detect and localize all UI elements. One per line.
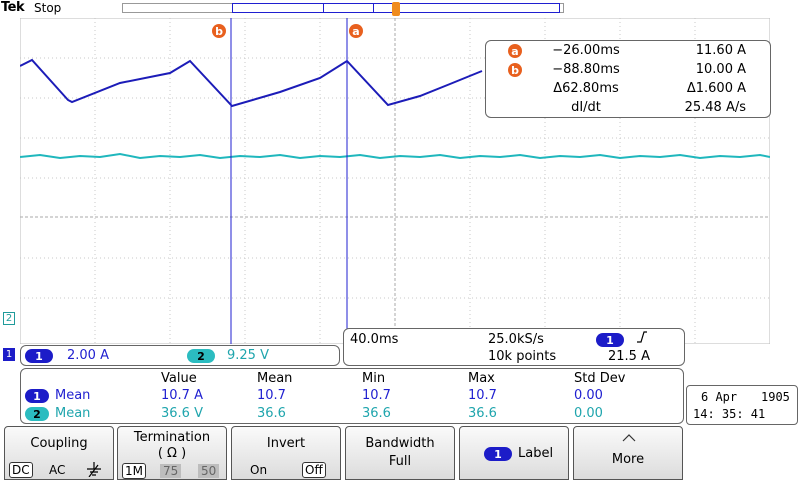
- ch1-badge[interactable]: 1: [25, 349, 53, 363]
- more-button[interactable]: More: [573, 426, 683, 480]
- channel-scale-panel: 1 2.00 A 2 9.25 V: [20, 345, 340, 366]
- meas-header-mean: Mean: [257, 371, 293, 386]
- bandwidth-value: Full: [388, 454, 412, 469]
- timebase-panel: 40.0ms 25.0kS/s 10k points 1 21.5 A: [343, 328, 685, 366]
- meas-row2-min: 36.6: [362, 406, 391, 421]
- ch2-badge[interactable]: 2: [187, 349, 215, 363]
- meas-header-min: Min: [362, 371, 386, 386]
- ch2-ground-marker[interactable]: 2: [3, 312, 15, 325]
- bandwidth-label: Bandwidth: [365, 436, 435, 451]
- meas-row2-ch-badge: 2: [25, 407, 49, 421]
- date: 6 Apr: [701, 390, 738, 404]
- meas-row1-value: 10.7 A: [161, 388, 203, 403]
- cursor-delta-value: Δ1.600 A: [686, 81, 746, 96]
- time-scale: 40.0ms: [350, 332, 399, 347]
- ground-icon[interactable]: [85, 461, 103, 480]
- datetime-panel: 6 Apr 1905 14: 35: 41: [686, 385, 798, 425]
- cursor-a-marker[interactable]: a: [349, 24, 363, 38]
- record-view-tick: [323, 4, 324, 12]
- meas-row1-stddev: 0.00: [574, 388, 603, 403]
- bandwidth-button[interactable]: Bandwidth Full: [345, 426, 455, 480]
- acquisition-state: Stop: [34, 1, 62, 15]
- meas-row2-value: 36.6 V: [161, 406, 203, 421]
- cursor-rate-label: dI/dt: [571, 100, 601, 115]
- ch1-scale: 2.00 A: [67, 348, 109, 363]
- time: 14: 35: 41: [693, 407, 766, 421]
- meas-header-stddev: Std Dev: [574, 371, 626, 386]
- ch1-ground-marker[interactable]: 1: [3, 348, 15, 361]
- trigger-level: 21.5 A: [608, 349, 650, 364]
- cursor-a-badge: a: [508, 44, 522, 58]
- meas-row2-max: 36.6: [468, 406, 497, 421]
- cursor-b-value: 10.00 A: [695, 62, 746, 77]
- coupling-button[interactable]: Coupling DC AC: [4, 426, 114, 480]
- invert-on-option[interactable]: On: [250, 463, 268, 477]
- label-text: Label: [518, 446, 554, 461]
- meas-row2-mean: 36.6: [257, 406, 286, 421]
- termination-75-option[interactable]: 75: [160, 464, 182, 478]
- meas-row1-ch-badge: 1: [25, 389, 49, 403]
- ch2-trace: [20, 152, 770, 160]
- meas-header-value: Value: [161, 371, 197, 386]
- cursor-b-time: −88.80ms: [552, 62, 620, 77]
- termination-button[interactable]: Termination ( Ω ) 1M 75 50: [117, 426, 227, 480]
- more-label: More: [611, 452, 645, 467]
- invert-button[interactable]: Invert On Off: [231, 426, 341, 480]
- trigger-position-icon[interactable]: [392, 2, 400, 16]
- cursor-delta-time: Δ62.80ms: [553, 81, 619, 96]
- label-button[interactable]: 1 Label: [459, 426, 569, 480]
- meas-row1-min: 10.7: [362, 388, 391, 403]
- coupling-dc-option[interactable]: DC: [9, 462, 33, 478]
- invert-off-option[interactable]: Off: [302, 462, 326, 478]
- rising-edge-icon: [636, 330, 648, 348]
- trigger-source-badge: 1: [596, 333, 624, 347]
- termination-unit: ( Ω ): [157, 446, 187, 461]
- coupling-label: Coupling: [30, 436, 88, 451]
- termination-1m-option[interactable]: 1M: [122, 463, 146, 479]
- sample-rate: 25.0kS/s: [488, 332, 544, 347]
- record-length: 10k points: [488, 349, 557, 364]
- coupling-ac-option[interactable]: AC: [49, 463, 66, 477]
- invert-label: Invert: [266, 436, 306, 451]
- cursor-readout: a −26.00ms 11.60 A b −88.80ms 10.00 A Δ6…: [485, 40, 771, 118]
- meas-row2-name: Mean: [55, 406, 91, 421]
- meas-row1-name: Mean: [55, 388, 91, 403]
- cursor-a-value: 11.60 A: [695, 43, 746, 58]
- brand-logo: Tek: [1, 0, 25, 15]
- ch2-scale: 9.25 V: [227, 348, 269, 363]
- ch1-trace: [20, 58, 483, 108]
- cursor-b-marker[interactable]: b: [212, 24, 226, 38]
- termination-label: Termination: [133, 430, 211, 445]
- meas-header-max: Max: [468, 371, 495, 386]
- termination-50-option[interactable]: 50: [198, 464, 220, 478]
- meas-row1-mean: 10.7: [257, 388, 286, 403]
- cursor-rate-value: 25.48 A/s: [684, 100, 746, 115]
- more-arrow-icon: [622, 432, 636, 447]
- record-view-tick: [373, 4, 374, 12]
- meas-row2-stddev: 0.00: [574, 406, 603, 421]
- cursor-a-time: −26.00ms: [552, 43, 620, 58]
- measurement-panel: Value Mean Min Max Std Dev 1 Mean 10.7 A…: [20, 368, 684, 424]
- meas-row1-max: 10.7: [468, 388, 497, 403]
- cursor-b-badge: b: [508, 63, 522, 77]
- label-ch-badge: 1: [484, 447, 512, 461]
- status-bar: Tek Stop: [0, 0, 800, 18]
- year: 1905: [761, 390, 790, 404]
